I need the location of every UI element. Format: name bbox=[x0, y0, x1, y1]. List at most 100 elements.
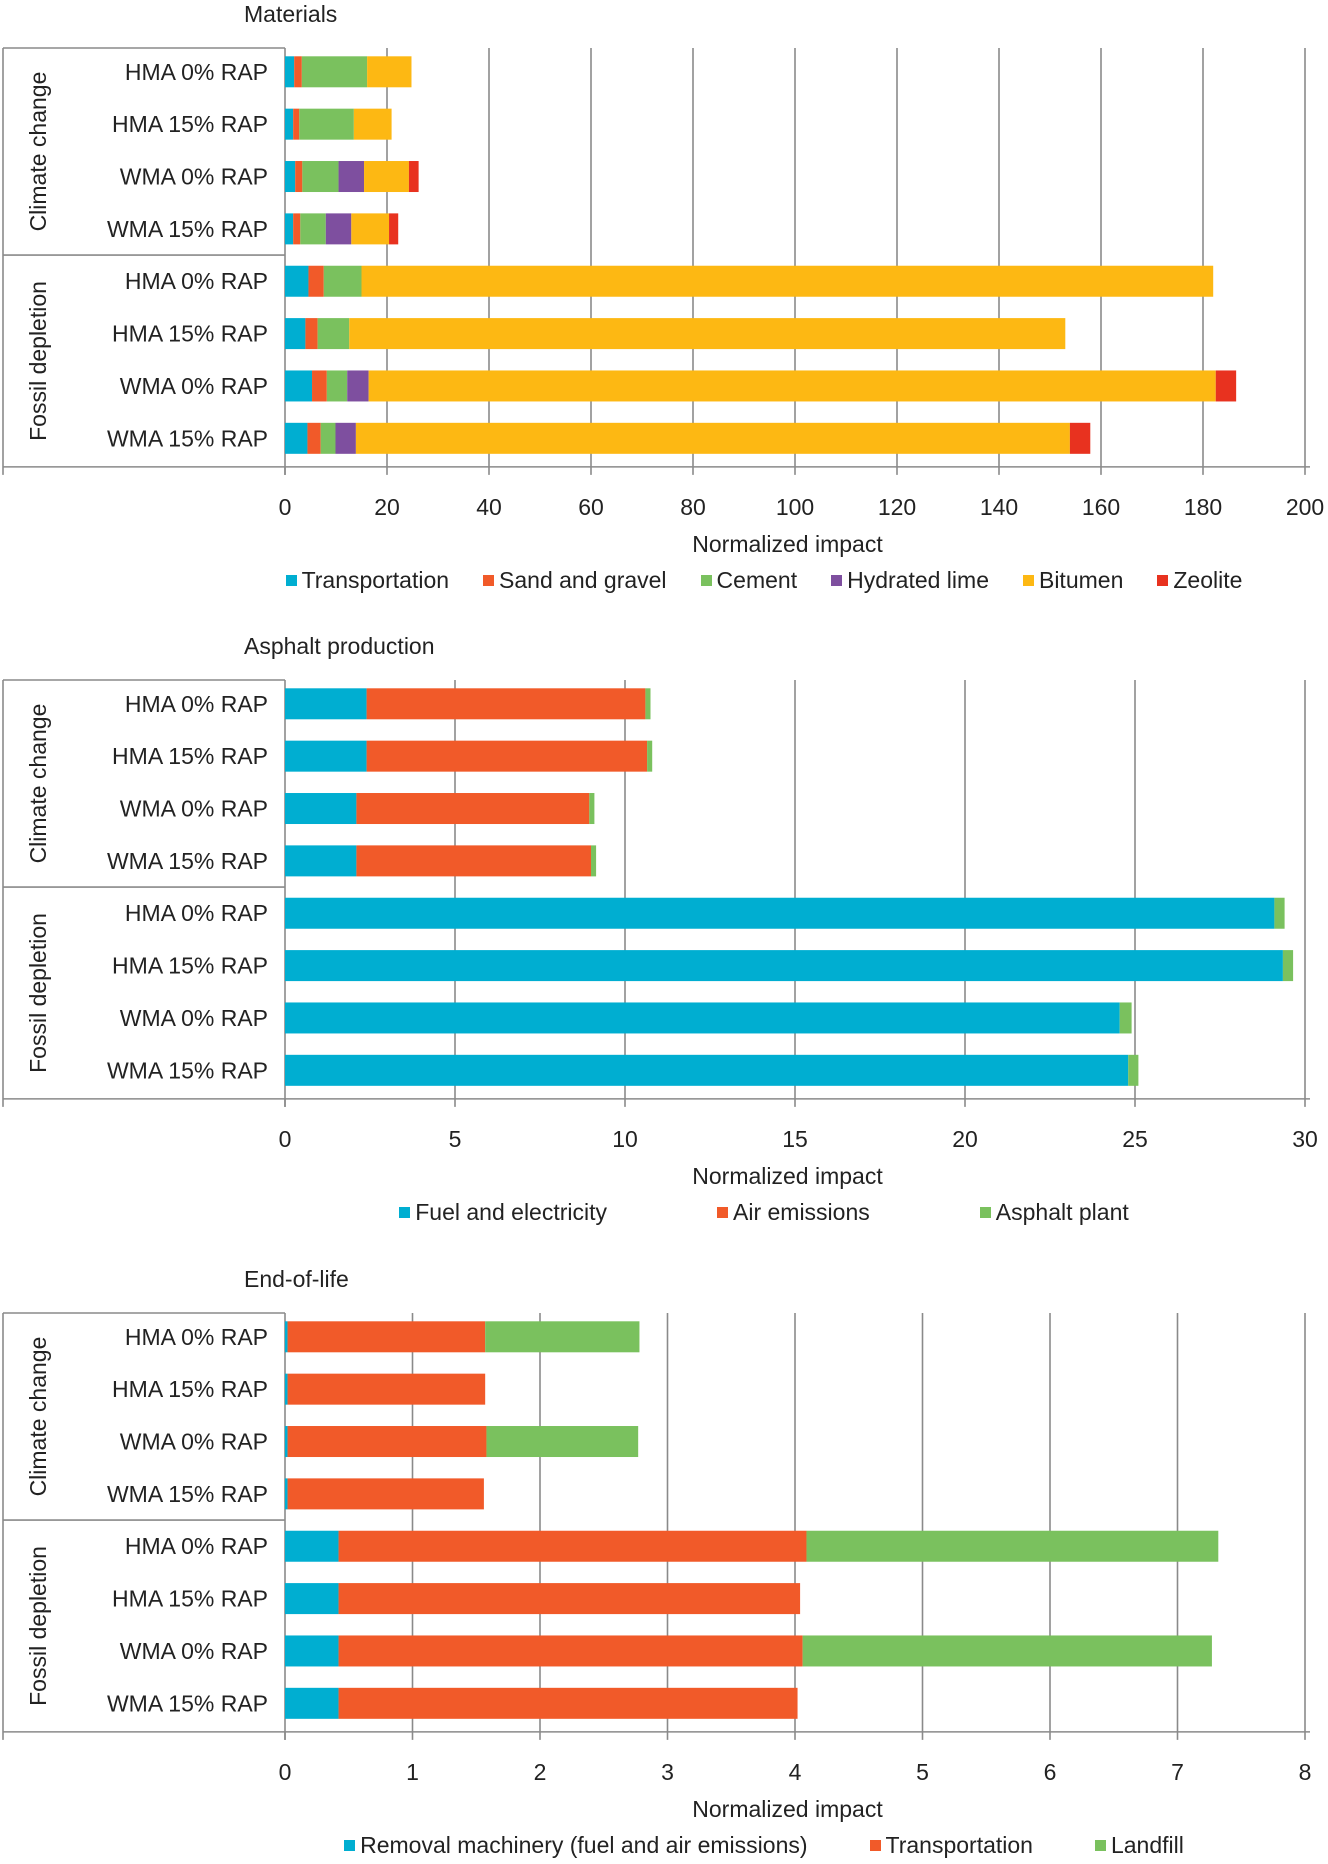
bar-segment bbox=[589, 793, 595, 825]
legend: Fuel and electricity Air emissions Asphalt… bbox=[200, 1199, 1328, 1226]
x-tick-label: 7 bbox=[1171, 1759, 1184, 1785]
category-label: WMA 0% RAP bbox=[120, 1429, 268, 1455]
legend-swatch bbox=[700, 574, 712, 586]
bar-segment bbox=[285, 265, 309, 297]
bar-segment bbox=[285, 1478, 288, 1510]
bar-segment bbox=[285, 56, 295, 88]
x-tick-label: 0 bbox=[279, 1759, 292, 1785]
x-tick-label: 15 bbox=[782, 1126, 808, 1152]
bar-segment bbox=[1069, 422, 1091, 454]
bar-segment bbox=[285, 845, 357, 877]
bar-segment bbox=[285, 422, 308, 454]
bar-segment bbox=[294, 56, 302, 88]
bar-segment bbox=[355, 422, 1070, 454]
bar-segment bbox=[364, 161, 409, 193]
category-label: HMA 0% RAP bbox=[125, 691, 268, 717]
legend-label: Transportation bbox=[301, 566, 450, 593]
legend-item: Hydrated lime bbox=[831, 567, 989, 594]
legend-swatch bbox=[979, 1206, 991, 1218]
x-tick-label: 25 bbox=[1122, 1126, 1148, 1152]
category-label: HMA 15% RAP bbox=[112, 1586, 268, 1612]
group-label: Climate change bbox=[25, 704, 51, 864]
bar-segment bbox=[302, 161, 339, 193]
legend-item: Landfill bbox=[1094, 1831, 1184, 1859]
legend-item: Removal machinery (fuel and air emission… bbox=[344, 1831, 808, 1859]
x-tick-label: 80 bbox=[680, 494, 706, 520]
category-label: WMA 0% RAP bbox=[120, 373, 268, 399]
legend-label: Fuel and electricity bbox=[415, 1198, 607, 1225]
bar-segment bbox=[285, 1635, 339, 1667]
bar-segment bbox=[295, 161, 303, 193]
x-tick-label: 6 bbox=[1044, 1759, 1057, 1785]
x-tick-label: 1 bbox=[406, 1759, 419, 1785]
legend-label: Sand and gravel bbox=[499, 566, 667, 593]
bar-segment bbox=[1274, 897, 1285, 929]
x-tick-label: 20 bbox=[374, 494, 400, 520]
legend-item: Transportation bbox=[869, 1831, 1033, 1859]
legend-item: Air emissions bbox=[717, 1199, 870, 1226]
bar-segment bbox=[285, 1373, 288, 1405]
bar-segment bbox=[285, 1687, 339, 1719]
bar-segment bbox=[287, 1426, 487, 1458]
legend-label: Removal machinery (fuel and air emission… bbox=[360, 1831, 808, 1858]
x-tick-label: 120 bbox=[878, 494, 916, 520]
bar-segment bbox=[338, 1530, 807, 1562]
bar-segment bbox=[647, 740, 653, 772]
bar-segment bbox=[486, 1426, 639, 1458]
bar-segment bbox=[285, 161, 296, 193]
category-label: HMA 15% RAP bbox=[112, 743, 268, 769]
bar-segment bbox=[293, 108, 300, 140]
bar-segment bbox=[368, 370, 1216, 402]
legend: Removal machinery (fuel and air emission… bbox=[200, 1832, 1328, 1859]
bar-segment bbox=[338, 161, 365, 193]
legend-label: Zeolite bbox=[1173, 566, 1243, 593]
bar-segment bbox=[356, 793, 590, 825]
legend-label: Landfill bbox=[1110, 1831, 1184, 1858]
group-label: Fossil depletion bbox=[25, 1546, 51, 1706]
bar-segment bbox=[293, 213, 301, 245]
category-label: HMA 0% RAP bbox=[125, 1533, 268, 1559]
bar-segment bbox=[389, 213, 399, 245]
bar-segment bbox=[285, 318, 306, 350]
category-label: WMA 15% RAP bbox=[107, 1057, 268, 1083]
legend-swatch bbox=[1022, 574, 1034, 586]
chart-title: Asphalt production bbox=[244, 633, 435, 659]
legend-label: Air emissions bbox=[733, 1198, 870, 1225]
category-label: HMA 0% RAP bbox=[125, 1324, 268, 1350]
bar-segment bbox=[347, 370, 369, 402]
x-axis-label: Normalized impact bbox=[692, 1796, 883, 1822]
bar-segment bbox=[591, 845, 597, 877]
bar-segment bbox=[285, 897, 1275, 929]
bar-segment bbox=[285, 1054, 1129, 1086]
legend-item: Transportation bbox=[285, 566, 450, 594]
bar-segment bbox=[320, 422, 336, 454]
bar-segment bbox=[1215, 370, 1237, 402]
bar-segment bbox=[285, 1530, 339, 1562]
x-tick-label: 2 bbox=[534, 1759, 547, 1785]
x-tick-label: 160 bbox=[1082, 494, 1120, 520]
bar-segment bbox=[349, 318, 1066, 350]
x-tick-label: 0 bbox=[279, 1126, 292, 1152]
category-label: HMA 15% RAP bbox=[112, 321, 268, 347]
bar-segment bbox=[285, 688, 367, 720]
bar-segment bbox=[361, 265, 1214, 297]
bar-segment bbox=[338, 1635, 803, 1667]
legend-label: Transportation bbox=[885, 1831, 1033, 1858]
x-tick-label: 10 bbox=[612, 1126, 638, 1152]
bar-segment bbox=[335, 422, 356, 454]
x-tick-label: 200 bbox=[1286, 494, 1324, 520]
x-tick-label: 5 bbox=[916, 1759, 929, 1785]
bar-segment bbox=[323, 265, 362, 297]
category-label: HMA 15% RAP bbox=[112, 1376, 268, 1402]
legend-item: Cement bbox=[700, 567, 797, 594]
legend-label: Bitumen bbox=[1038, 566, 1124, 593]
category-label: HMA 15% RAP bbox=[112, 111, 268, 137]
bar-segment bbox=[285, 213, 294, 245]
bar-segment bbox=[338, 1583, 801, 1615]
category-label: WMA 15% RAP bbox=[107, 216, 268, 242]
bar-segment bbox=[338, 1687, 798, 1719]
category-label: WMA 15% RAP bbox=[107, 1690, 268, 1716]
bar-segment bbox=[1119, 1002, 1132, 1034]
bar-segment bbox=[285, 1002, 1120, 1034]
x-axis-label: Normalized impact bbox=[692, 531, 883, 557]
